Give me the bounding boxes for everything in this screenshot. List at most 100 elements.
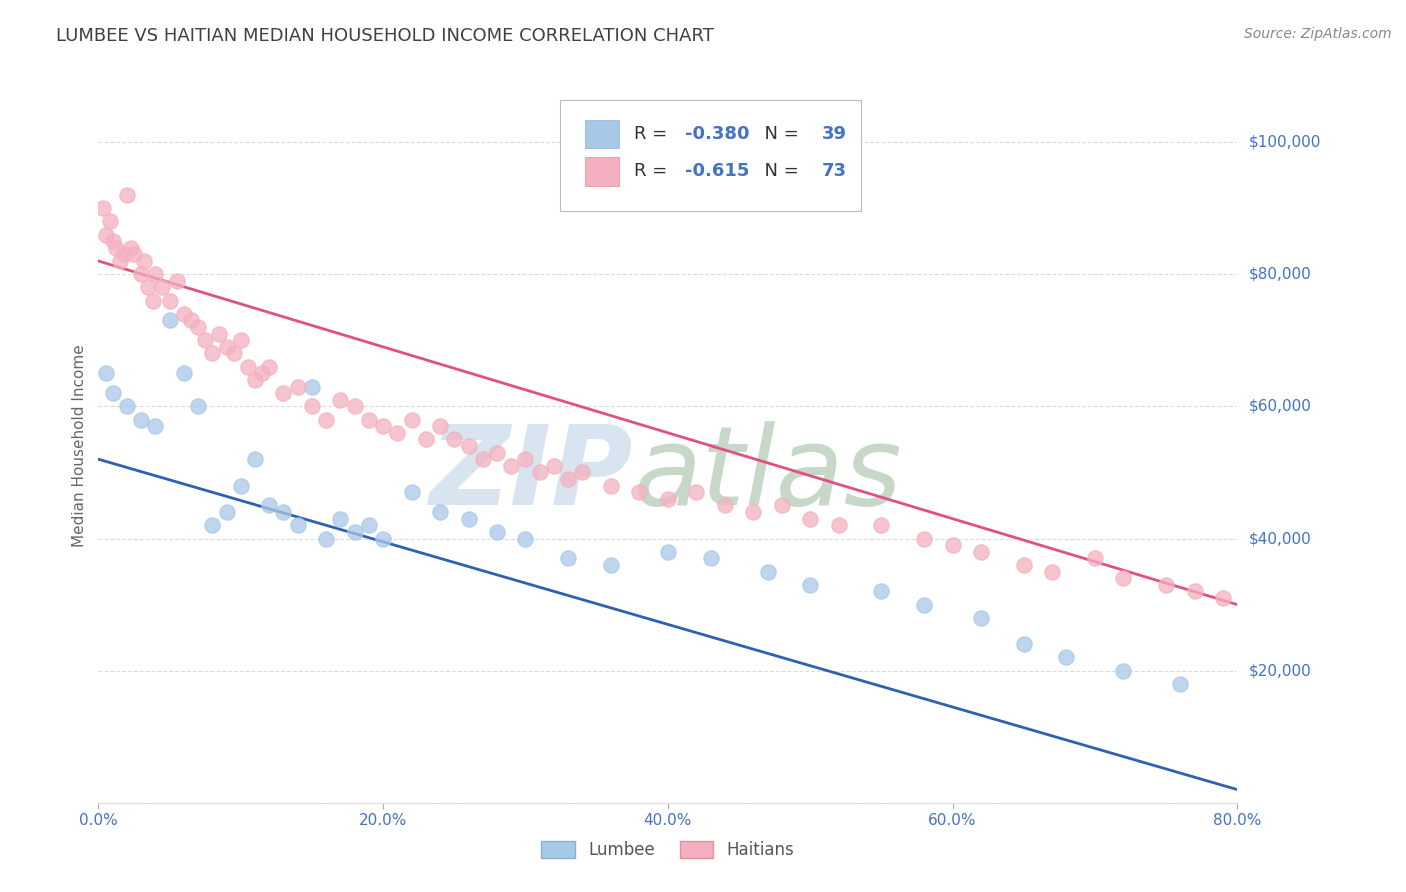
- Point: [657, 491, 679, 506]
- Point: [159, 293, 181, 308]
- Point: [471, 452, 494, 467]
- Point: [194, 333, 217, 347]
- Point: [173, 367, 195, 381]
- Point: [371, 532, 394, 546]
- Point: [387, 425, 409, 440]
- Point: [543, 458, 565, 473]
- Point: [115, 188, 138, 202]
- Point: [571, 466, 593, 480]
- Point: [1112, 664, 1135, 678]
- Point: [799, 578, 821, 592]
- Point: [152, 280, 174, 294]
- Point: [515, 532, 537, 546]
- FancyBboxPatch shape: [585, 157, 619, 186]
- Point: [145, 419, 167, 434]
- Point: [273, 505, 295, 519]
- Point: [112, 247, 135, 261]
- Point: [129, 267, 152, 281]
- FancyBboxPatch shape: [560, 100, 862, 211]
- Point: [1170, 677, 1192, 691]
- Text: -0.615: -0.615: [685, 162, 749, 180]
- Point: [343, 400, 366, 414]
- Point: [94, 367, 117, 381]
- Point: [515, 452, 537, 467]
- Text: $80,000: $80,000: [1249, 267, 1312, 282]
- Point: [828, 518, 851, 533]
- Point: [287, 518, 309, 533]
- Point: [429, 419, 451, 434]
- Point: [357, 518, 380, 533]
- Point: [136, 280, 159, 294]
- Text: N =: N =: [754, 125, 804, 143]
- Point: [315, 532, 337, 546]
- Point: [1012, 637, 1035, 651]
- Point: [141, 293, 163, 308]
- Y-axis label: Median Household Income: Median Household Income: [72, 344, 87, 548]
- Point: [315, 412, 337, 426]
- Point: [94, 227, 117, 242]
- Text: R =: R =: [634, 162, 672, 180]
- Point: [129, 412, 152, 426]
- Point: [970, 545, 993, 559]
- Point: [557, 472, 579, 486]
- Point: [243, 373, 266, 387]
- Point: [91, 201, 114, 215]
- Point: [250, 367, 273, 381]
- Point: [714, 499, 737, 513]
- Point: [628, 485, 651, 500]
- Point: [357, 412, 380, 426]
- Point: [1012, 558, 1035, 572]
- Point: [799, 511, 821, 525]
- Point: [259, 499, 281, 513]
- Point: [942, 538, 965, 552]
- Text: ZIP: ZIP: [430, 421, 634, 528]
- Point: [98, 214, 121, 228]
- Point: [222, 346, 245, 360]
- Point: [1154, 578, 1177, 592]
- Point: [215, 340, 238, 354]
- Point: [486, 524, 509, 539]
- Point: [101, 234, 124, 248]
- Text: -0.380: -0.380: [685, 125, 749, 143]
- Point: [429, 505, 451, 519]
- Point: [329, 511, 352, 525]
- Point: [600, 478, 623, 492]
- Point: [104, 241, 127, 255]
- Text: atlas: atlas: [634, 421, 903, 528]
- Point: [187, 400, 209, 414]
- Text: $40,000: $40,000: [1249, 531, 1312, 546]
- Text: $60,000: $60,000: [1249, 399, 1312, 414]
- Text: LUMBEE VS HAITIAN MEDIAN HOUSEHOLD INCOME CORRELATION CHART: LUMBEE VS HAITIAN MEDIAN HOUSEHOLD INCOM…: [56, 27, 714, 45]
- Text: Source: ZipAtlas.com: Source: ZipAtlas.com: [1244, 27, 1392, 41]
- Point: [201, 518, 224, 533]
- Point: [101, 386, 124, 401]
- Point: [770, 499, 793, 513]
- Point: [329, 392, 352, 407]
- Point: [159, 313, 181, 327]
- Legend: Lumbee, Haitians: Lumbee, Haitians: [534, 834, 801, 866]
- Point: [870, 518, 893, 533]
- Text: 39: 39: [821, 125, 846, 143]
- Text: R =: R =: [634, 125, 672, 143]
- Point: [236, 359, 259, 374]
- Point: [229, 478, 252, 492]
- Point: [1040, 565, 1063, 579]
- Point: [259, 359, 281, 374]
- Point: [120, 241, 142, 255]
- Point: [557, 551, 579, 566]
- Point: [215, 505, 238, 519]
- Point: [457, 511, 479, 525]
- FancyBboxPatch shape: [585, 120, 619, 148]
- Point: [699, 551, 721, 566]
- Point: [870, 584, 893, 599]
- Point: [970, 611, 993, 625]
- Text: $100,000: $100,000: [1249, 135, 1320, 150]
- Point: [657, 545, 679, 559]
- Point: [115, 400, 138, 414]
- Point: [486, 445, 509, 459]
- Point: [173, 307, 195, 321]
- Point: [685, 485, 707, 500]
- Point: [457, 439, 479, 453]
- Point: [501, 458, 523, 473]
- Point: [1056, 650, 1078, 665]
